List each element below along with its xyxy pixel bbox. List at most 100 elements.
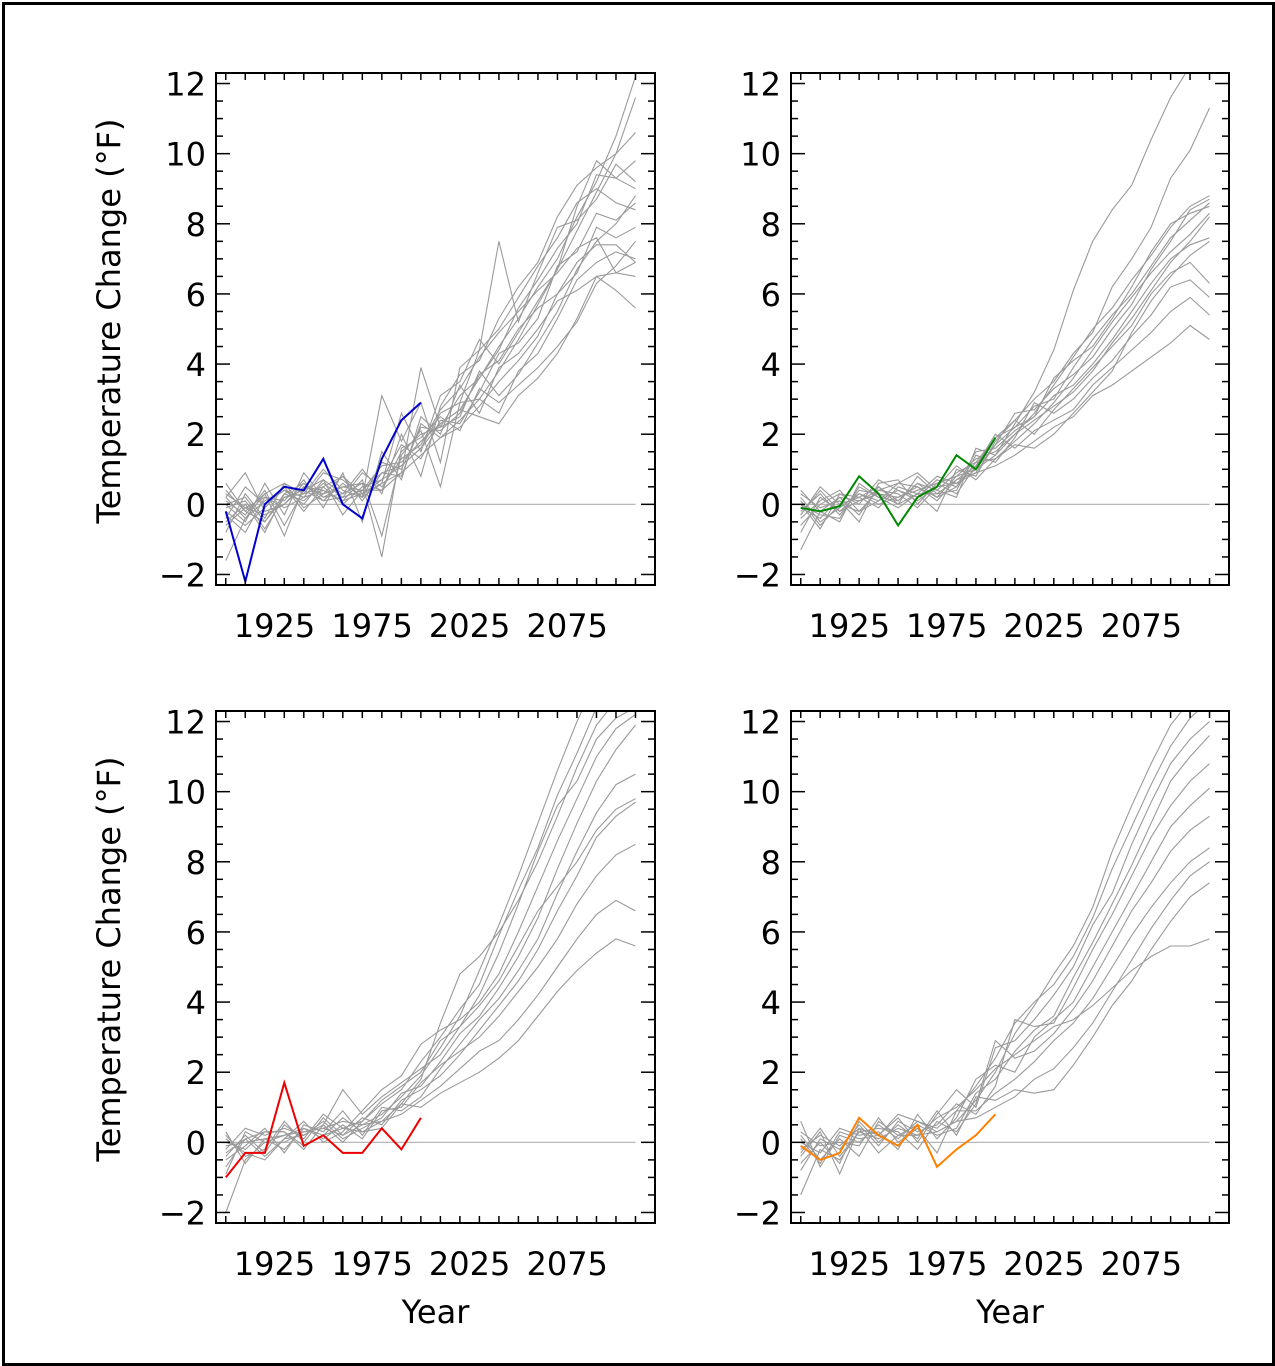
ensemble-line-8 xyxy=(225,801,636,1158)
ensemble-line-9 xyxy=(225,163,636,533)
ensemble-line-11 xyxy=(800,938,1210,1154)
y-tick-label: 8 xyxy=(186,844,206,882)
ensemble-line-1 xyxy=(800,711,1183,1196)
ensemble-line-16 xyxy=(225,261,636,523)
x-tick-label: 2025 xyxy=(1003,607,1084,645)
x-tick-label: 1925 xyxy=(234,607,315,645)
y-tick-label: −2 xyxy=(159,1194,206,1232)
ensemble-line-6 xyxy=(225,724,636,1150)
plot-area xyxy=(225,711,636,1213)
observed-line xyxy=(800,437,997,528)
x-tick-label: 1975 xyxy=(906,607,987,645)
ensemble-line-13 xyxy=(225,159,636,519)
ensemble-line-6 xyxy=(800,787,1210,1154)
y-tick-label: 6 xyxy=(186,276,206,314)
x-tick-label: 2075 xyxy=(526,607,607,645)
chart-panel-top-left: −2 0 2 4 6 8 10 12 1925 1975 2025 2075 Temperature C… xyxy=(90,66,656,645)
x-tick-label: 1975 xyxy=(331,1245,412,1283)
observed-line xyxy=(225,1079,422,1179)
y-tick-label: 4 xyxy=(186,346,206,384)
y-axis-title: Temperature Change (°F) xyxy=(90,119,128,525)
ensemble-line-2 xyxy=(800,107,1210,551)
ensemble-line-1 xyxy=(225,711,583,1213)
y-tick-label: 10 xyxy=(740,774,781,812)
ensemble-line-9 xyxy=(225,843,636,1147)
chart-panel-bottom-left: −2 0 2 4 6 8 10 12 1925 1975 2025 2075 Temperature C… xyxy=(90,704,656,1331)
y-tick-label: 2 xyxy=(186,416,206,454)
y-axis-title: Temperature Change (°F) xyxy=(90,757,128,1163)
ensemble-line-15 xyxy=(225,195,636,526)
y-tick-label: 4 xyxy=(186,984,206,1022)
ensemble-line-3 xyxy=(800,721,1210,1176)
x-tick-label: 1925 xyxy=(809,1245,890,1283)
ensemble-line-8 xyxy=(225,275,636,524)
x-tick-label: 1975 xyxy=(906,1245,987,1283)
axes-frame xyxy=(215,710,656,1224)
y-tick-label: 10 xyxy=(165,774,206,812)
y-tick-label: 12 xyxy=(740,66,781,104)
ensemble-line-2 xyxy=(225,76,637,523)
ensemble-line-9 xyxy=(800,882,1210,1165)
x-tick-label: 2025 xyxy=(429,607,510,645)
ensemble-line-11 xyxy=(225,226,636,530)
ensemble-line-14 xyxy=(800,205,1210,530)
observed-line xyxy=(224,401,422,585)
ensemble-line-5 xyxy=(225,714,636,1161)
y-tick-label: 8 xyxy=(186,206,206,244)
y-tick-label: 12 xyxy=(165,66,206,104)
y-tick-label: 12 xyxy=(165,704,206,742)
y-tick-label: −2 xyxy=(734,1194,781,1232)
ensemble-line-7 xyxy=(225,773,636,1161)
ensemble-line-8 xyxy=(800,847,1210,1154)
x-axis-title: Year xyxy=(975,1293,1045,1331)
ensemble-line-2 xyxy=(225,711,596,1157)
y-tick-label: 10 xyxy=(165,136,206,174)
ensemble-line-13 xyxy=(800,240,1210,516)
axes-frame xyxy=(790,710,1230,1224)
y-tick-label: 0 xyxy=(761,1124,781,1162)
chart-panel-top-right: −2 0 2 4 6 8 10 12 1925 1975 2025 2075 xyxy=(734,66,1230,645)
ensemble-line-12 xyxy=(800,198,1210,523)
x-tick-label: 1925 xyxy=(234,1245,315,1283)
x-tick-label: 2075 xyxy=(1101,607,1182,645)
y-tick-label: 10 xyxy=(740,136,781,174)
y-tick-label: 4 xyxy=(761,346,781,384)
y-tick-label: 8 xyxy=(761,844,781,882)
y-tick-label: 6 xyxy=(761,276,781,314)
x-tick-label: 2075 xyxy=(1101,1245,1182,1283)
x-axis-title: Year xyxy=(401,1293,471,1331)
y-tick-label: 0 xyxy=(186,1124,206,1162)
ensemble-line-1 xyxy=(225,97,637,534)
x-tick-label: 2075 xyxy=(526,1245,607,1283)
ensemble-line-4 xyxy=(800,735,1210,1161)
ensemble-line-3 xyxy=(800,195,1210,523)
ensemble-line-6 xyxy=(225,244,636,527)
y-tick-label: 2 xyxy=(761,416,781,454)
ensemble-line-4 xyxy=(225,711,631,1168)
ensemble-line-11 xyxy=(225,938,636,1151)
ensemble-line-12 xyxy=(225,798,636,1158)
y-tick-label: 2 xyxy=(761,1054,781,1092)
ensemble-line-6 xyxy=(800,237,1210,526)
ensemble-line-11 xyxy=(800,216,1210,520)
y-tick-label: 6 xyxy=(186,914,206,952)
ensemble-line-10 xyxy=(225,132,636,523)
x-tick-label: 2025 xyxy=(429,1245,510,1283)
ensemble-line-9 xyxy=(800,296,1210,523)
y-tick-label: −2 xyxy=(159,556,206,594)
plot-area xyxy=(800,711,1210,1196)
plot-area xyxy=(800,73,1210,551)
y-tick-label: 8 xyxy=(761,206,781,244)
y-tick-label: 6 xyxy=(761,914,781,952)
x-tick-label: 1975 xyxy=(331,607,412,645)
y-tick-label: 12 xyxy=(740,704,781,742)
x-tick-label: 1925 xyxy=(809,607,890,645)
plot-area xyxy=(224,76,637,585)
ensemble-line-10 xyxy=(800,324,1210,533)
y-tick-label: 2 xyxy=(186,1054,206,1092)
ensemble-line-4 xyxy=(800,202,1210,519)
ensemble-line-5 xyxy=(800,763,1210,1171)
observed-line xyxy=(800,1113,997,1169)
y-tick-label: −2 xyxy=(734,556,781,594)
ensemble-line-7 xyxy=(800,815,1210,1158)
